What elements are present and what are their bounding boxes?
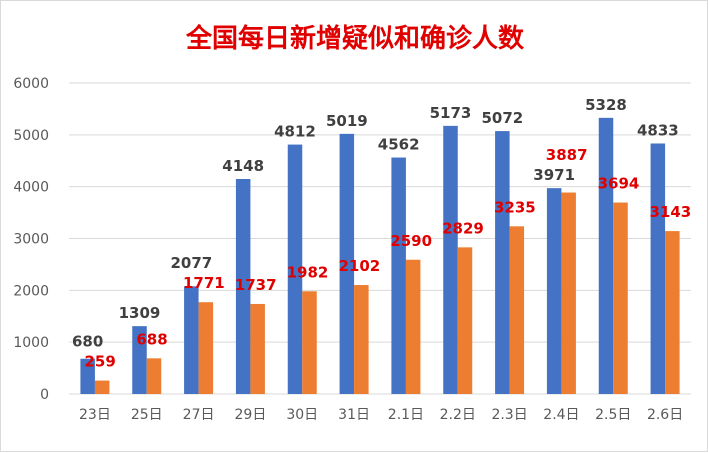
bar-suspected: [80, 358, 95, 394]
data-label-confirmed: 259: [85, 353, 116, 371]
bar-suspected: [443, 125, 458, 395]
data-label-suspected: 3971: [533, 166, 575, 184]
bar-confirmed: [146, 358, 162, 394]
x-tick-label: 27日: [183, 407, 215, 423]
bar-suspected: [495, 131, 510, 395]
data-label-suspected: 4812: [274, 123, 316, 141]
bar-suspected: [546, 188, 562, 394]
x-tick-label: 2.2日: [440, 407, 476, 423]
bar-suspected: [235, 178, 251, 394]
bar-confirmed: [302, 291, 317, 394]
data-label-confirmed: 3235: [494, 198, 536, 216]
bar-suspected: [391, 157, 406, 394]
data-label-confirmed: 2102: [338, 257, 380, 275]
bar-confirmed: [405, 259, 421, 394]
y-tick-label: 5000: [13, 128, 49, 144]
data-label-suspected: 1309: [119, 304, 161, 322]
bar-confirmed: [509, 226, 525, 394]
x-tick-label: 25日: [131, 407, 163, 423]
y-tick-label: 3000: [13, 232, 49, 248]
data-label-confirmed: 3694: [598, 175, 640, 193]
x-tick-label: 2.6日: [647, 407, 683, 423]
data-label-confirmed: 1982: [287, 263, 329, 281]
data-label-confirmed: 688: [136, 330, 167, 348]
data-label-suspected: 5019: [326, 112, 368, 130]
x-tick-label: 23日: [79, 407, 111, 423]
data-label-suspected: 4148: [222, 157, 264, 175]
bar-confirmed: [250, 303, 265, 394]
bar-suspected: [287, 144, 303, 394]
data-label-confirmed: 3143: [649, 203, 691, 221]
x-tick-label: 2.4日: [543, 407, 579, 423]
x-tick-label: 30日: [286, 407, 318, 423]
bar-confirmed: [198, 302, 214, 394]
data-label-suspected: 4562: [378, 136, 420, 154]
data-label-confirmed: 2829: [442, 219, 484, 237]
x-tick-label: 2.3日: [491, 407, 527, 423]
chart-title: 全国每日新增疑似和确诊人数: [185, 23, 525, 54]
bar-suspected: [339, 133, 355, 394]
bar-confirmed: [457, 247, 473, 394]
bar-confirmed: [613, 202, 628, 394]
y-tick-label: 0: [40, 387, 49, 403]
data-label-confirmed: 1737: [235, 276, 277, 294]
bar-suspected: [650, 143, 666, 394]
bar-suspected: [132, 326, 147, 394]
data-label-suspected: 5173: [430, 104, 472, 122]
data-label-suspected: 680: [72, 333, 103, 351]
x-tick-label: 2.1日: [388, 407, 424, 423]
data-label-confirmed: 2590: [390, 232, 432, 250]
bar-confirmed: [561, 192, 576, 394]
data-label-suspected: 5328: [585, 96, 627, 114]
x-tick-label: 29日: [235, 407, 267, 423]
bar-suspected: [184, 286, 199, 394]
x-tick-label: 31日: [338, 407, 370, 423]
y-tick-label: 6000: [13, 76, 49, 92]
bar-confirmed: [354, 285, 369, 394]
y-tick-label: 2000: [13, 283, 49, 299]
x-tick-label: 2.5日: [595, 407, 631, 423]
data-label-suspected: 2077: [170, 254, 212, 272]
y-tick-label: 4000: [13, 180, 49, 196]
bar-confirmed: [665, 231, 680, 394]
data-label-suspected: 4833: [637, 121, 679, 139]
data-label-suspected: 5072: [481, 109, 523, 127]
data-label-confirmed: 1771: [183, 274, 225, 292]
bar-suspected: [598, 117, 614, 394]
y-tick-label: 1000: [13, 335, 49, 351]
bar-confirmed: [94, 380, 110, 394]
data-label-confirmed: 3887: [546, 146, 588, 164]
